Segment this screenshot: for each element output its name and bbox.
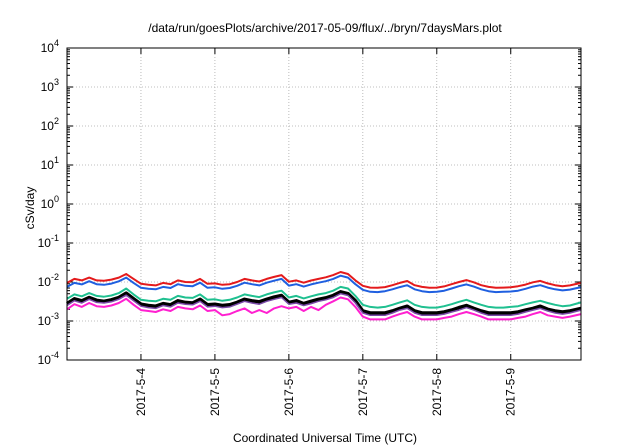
- y-tick-label: 101: [41, 155, 59, 172]
- y-tick-base: 10: [41, 119, 55, 133]
- y-tick-base: 10: [41, 80, 55, 94]
- x-axis-label: Coordinated Universal Time (UTC): [233, 431, 417, 445]
- series-line-5: [66, 292, 582, 317]
- y-tick-exponent: 3: [54, 77, 59, 87]
- grid-lines: [67, 48, 581, 360]
- series-line-2: [66, 274, 582, 294]
- y-tick-base: 10: [41, 158, 55, 172]
- series-group: [66, 271, 582, 321]
- chart-title: /data/run/goesPlots/archive/2017-05-09/f…: [148, 21, 502, 35]
- x-tick-label: 2017-5-5: [208, 368, 222, 416]
- x-tick-label: 2017-5-7: [356, 368, 370, 416]
- y-tick-exponent: -4: [51, 350, 59, 360]
- x-axis-ticks: 2017-5-4 2017-5-5 2017-5-6 2017-5-7 2017-5-8…: [134, 48, 518, 416]
- y-tick-label: 10-1: [38, 233, 59, 250]
- y-tick-exponent: 2: [54, 116, 59, 126]
- series-line-3: [66, 285, 582, 309]
- y-tick-base: 10: [41, 41, 55, 55]
- y-tick-exponent: -3: [51, 311, 59, 321]
- x-tick-label: 2017-5-4: [134, 368, 148, 416]
- y-tick-base: 10: [38, 275, 52, 289]
- y-tick-exponent: -1: [51, 233, 59, 243]
- series-line-1: [66, 271, 582, 289]
- y-tick-base: 10: [41, 197, 55, 211]
- y-tick-label: 10-3: [38, 311, 59, 328]
- y-tick-base: 10: [38, 353, 52, 367]
- y-tick-label: 10-4: [38, 350, 59, 367]
- y-tick-base: 10: [38, 236, 52, 250]
- series-line-4: [66, 290, 582, 315]
- y-tick-label: 102: [41, 116, 59, 133]
- y-tick-exponent: 1: [54, 155, 59, 165]
- y-tick-label: 103: [41, 77, 59, 94]
- x-tick-label: 2017-5-8: [430, 368, 444, 416]
- y-tick-exponent: 0: [54, 194, 59, 204]
- x-tick-label: 2017-5-6: [282, 368, 296, 416]
- y-tick-label: 10-2: [38, 272, 59, 289]
- y-tick-label: 100: [41, 194, 59, 211]
- x-tick-label: 2017-5-9: [504, 368, 518, 416]
- y-tick-base: 10: [38, 314, 52, 328]
- y-tick-exponent: -2: [51, 272, 59, 282]
- y-tick-label: 104: [41, 38, 59, 55]
- y-tick-exponent: 4: [54, 38, 59, 48]
- plot-frame: [66, 47, 582, 361]
- y-axis-label: cSv/day: [23, 187, 37, 230]
- series-line-6: [66, 296, 582, 321]
